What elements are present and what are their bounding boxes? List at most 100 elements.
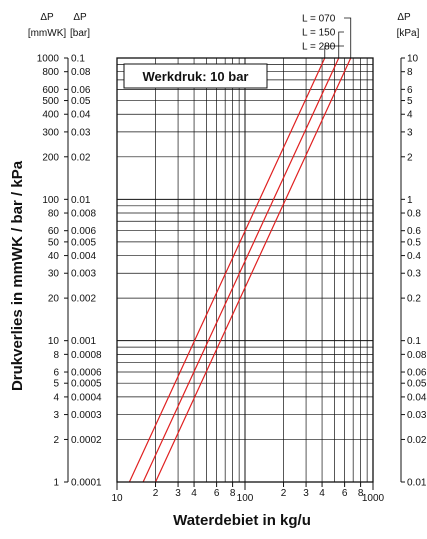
axis-mmwk-tick-label: 40 bbox=[48, 251, 60, 262]
series-line bbox=[154, 57, 352, 483]
axis-mmwk-tick-label: 3 bbox=[53, 410, 59, 421]
axis-kpa-tick-label: 0.01 bbox=[407, 478, 427, 489]
axis-bar-header-symbol: ΔP bbox=[73, 12, 87, 23]
x-tick-label: 4 bbox=[319, 488, 325, 499]
axis-mmwk-tick-label: 10 bbox=[48, 336, 60, 347]
axis-kpa-tick-label: 0.06 bbox=[407, 368, 427, 379]
series-label-leader bbox=[344, 17, 352, 58]
axis-mmwk-tick-label: 60 bbox=[48, 226, 60, 237]
axis-bar-tick-label: 0.06 bbox=[71, 85, 91, 96]
axis-kpa-tick-label: 0.04 bbox=[407, 392, 427, 403]
x-tick-label: 3 bbox=[303, 488, 309, 499]
axis-mmwk-tick-label: 6 bbox=[53, 368, 59, 379]
x-tick-label: 1000 bbox=[362, 493, 385, 504]
x-axis-title: Waterdebiet in kg/u bbox=[173, 512, 311, 529]
axis-kpa-tick-label: 0.08 bbox=[407, 350, 427, 361]
axis-mmwk-tick-label: 80 bbox=[48, 209, 60, 220]
axis-kpa-tick-label: 0.1 bbox=[407, 336, 421, 347]
legend: L = 070 L = 150 L = 280 bbox=[302, 14, 352, 58]
axis-mmwk-tick-label: 4 bbox=[53, 392, 59, 403]
axes: 10 2 3 4 6 8 100 2 3 4 6 81000ΔP[mmWK]1000800600500… bbox=[28, 12, 427, 504]
grid bbox=[116, 58, 373, 483]
axis-mmwk-tick-label: 1 bbox=[53, 478, 59, 489]
axis-kpa-tick-label: 0.3 bbox=[407, 269, 421, 280]
axis-bar-tick-label: 0.008 bbox=[71, 209, 96, 220]
axis-bar-tick-label: 0.005 bbox=[71, 237, 96, 248]
axis-bar-tick-label: 0.01 bbox=[71, 195, 91, 206]
axis-kpa-tick-label: 0.2 bbox=[407, 294, 421, 305]
axis-mmwk-tick-label: 50 bbox=[48, 237, 60, 248]
axis-mmwk-tick-label: 500 bbox=[42, 96, 59, 107]
x-tick-label: 6 bbox=[214, 488, 220, 499]
axis-kpa-tick-label: 10 bbox=[407, 54, 419, 65]
axis-bar-tick-label: 0.001 bbox=[71, 336, 96, 347]
x-tick-label: 4 bbox=[191, 488, 197, 499]
axis-kpa-tick-label: 1 bbox=[407, 195, 413, 206]
axis-bar-tick-label: 0.08 bbox=[71, 67, 91, 78]
annotation-text: Werkdruk: 10 bar bbox=[143, 69, 249, 84]
axis-kpa-tick-label: 5 bbox=[407, 96, 413, 107]
axis-bar-tick-label: 0.0001 bbox=[71, 478, 102, 489]
axis-mmwk-tick-label: 800 bbox=[42, 67, 59, 78]
axis-bar-tick-label: 0.003 bbox=[71, 269, 96, 280]
series-line bbox=[128, 57, 326, 483]
axis-kpa-tick-label: 0.5 bbox=[407, 237, 421, 248]
axis-kpa-tick-label: 0.4 bbox=[407, 251, 421, 262]
axis-bar-tick-label: 0.0006 bbox=[71, 368, 102, 379]
axis-kpa-tick-label: 0.02 bbox=[407, 435, 427, 446]
axis-mmwk-tick-label: 30 bbox=[48, 269, 60, 280]
axis-mmwk-tick-label: 2 bbox=[53, 435, 59, 446]
axis-bar-tick-label: 0.0003 bbox=[71, 410, 102, 421]
axis-kpa-tick-label: 0.6 bbox=[407, 226, 421, 237]
axis-kpa-tick-label: 0.03 bbox=[407, 410, 427, 421]
axis-bar-header-unit: [bar] bbox=[70, 28, 90, 39]
x-tick-label: 10 bbox=[111, 493, 123, 504]
axis-kpa-header-symbol: ΔP bbox=[397, 12, 411, 23]
axis-mmwk-tick-label: 1000 bbox=[37, 54, 60, 65]
axis-bar-tick-label: 0.0004 bbox=[71, 392, 102, 403]
series-label-leader bbox=[338, 31, 344, 58]
series-label-leader bbox=[324, 45, 344, 58]
axis-bar-tick-label: 0.04 bbox=[71, 110, 91, 121]
axis-kpa-header-unit: [kPa] bbox=[397, 28, 420, 39]
x-tick-label: 3 bbox=[175, 488, 181, 499]
x-tick-label: 2 bbox=[153, 488, 159, 499]
axis-mmwk-tick-label: 600 bbox=[42, 85, 59, 96]
x-tick-label: 8 bbox=[358, 488, 364, 499]
x-tick-label: 8 bbox=[230, 488, 236, 499]
annotation-box bbox=[123, 63, 268, 89]
axis-bar-tick-label: 0.02 bbox=[71, 152, 91, 163]
axis-bar-tick-label: 0.006 bbox=[71, 226, 96, 237]
x-tick-label: 6 bbox=[342, 488, 348, 499]
axis-kpa-tick-label: 6 bbox=[407, 85, 413, 96]
axis-mmwk-tick-label: 5 bbox=[53, 379, 59, 390]
axis-bar-tick-label: 0.0008 bbox=[71, 350, 102, 361]
axis-mmwk-header-unit: [mmWK] bbox=[28, 28, 67, 39]
axis-kpa-tick-label: 4 bbox=[407, 110, 413, 121]
axis-mmwk-tick-label: 200 bbox=[42, 152, 59, 163]
axis-mmwk-header-symbol: ΔP bbox=[40, 12, 54, 23]
series-lines bbox=[128, 57, 352, 483]
axis-mmwk-tick-label: 8 bbox=[53, 350, 59, 361]
y-axis-title: Drukverlies in mmWK / bar / kPa bbox=[9, 160, 26, 391]
axis-kpa-tick-label: 2 bbox=[407, 152, 413, 163]
axis-kpa-tick-label: 3 bbox=[407, 127, 413, 138]
series-label: L = 070 bbox=[302, 14, 336, 25]
axis-kpa-tick-label: 8 bbox=[407, 67, 413, 78]
axis-bar-tick-label: 0.05 bbox=[71, 96, 91, 107]
axis-kpa-tick-label: 0.05 bbox=[407, 379, 427, 390]
axis-bar-tick-label: 0.03 bbox=[71, 127, 91, 138]
axis-mmwk-tick-label: 400 bbox=[42, 110, 59, 121]
axis-bar-tick-label: 0.0002 bbox=[71, 435, 102, 446]
axis-bar-tick-label: 0.004 bbox=[71, 251, 96, 262]
axis-bar-tick-label: 0.002 bbox=[71, 294, 96, 305]
series-label: L = 280 bbox=[302, 42, 336, 53]
series-line bbox=[142, 57, 340, 483]
axis-mmwk-tick-label: 300 bbox=[42, 127, 59, 138]
series-label: L = 150 bbox=[302, 28, 336, 39]
axis-kpa-tick-label: 0.8 bbox=[407, 209, 421, 220]
x-tick-label: 100 bbox=[237, 493, 254, 504]
axis-bar-tick-label: 0.1 bbox=[71, 54, 85, 65]
axis-bar-tick-label: 0.0005 bbox=[71, 379, 102, 390]
